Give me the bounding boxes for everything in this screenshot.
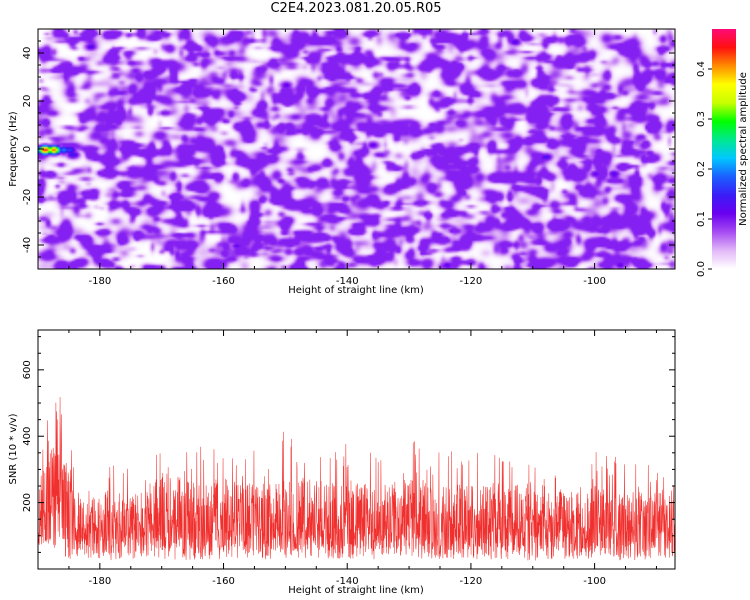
spectrogram-x-axis-label: Height of straight line (km) — [288, 285, 424, 296]
snr-x-axis-label: Height of straight line (km) — [288, 585, 424, 596]
spectrogram-y-axis-label: Frequency (Hz) — [8, 111, 19, 187]
snr-series-line — [38, 397, 675, 561]
x-tick-label: -160 — [212, 576, 235, 587]
colorbar-tick-label: 0.1 — [696, 211, 707, 227]
colorbar-gradient — [712, 29, 736, 269]
snr-y-axis-label: SNR (10 * v/v) — [8, 413, 19, 484]
y-tick-label: 20 — [22, 95, 33, 108]
y-tick-label: 400 — [22, 427, 33, 446]
x-tick-label: -120 — [460, 276, 483, 287]
x-tick-label: -180 — [88, 576, 111, 587]
spectrogram-panel: -180 -160 -140 -120 -100 -40 -20 0 20 40 Height o… — [8, 28, 676, 296]
colorbar-ticks: 0.0 0.1 0.2 0.3 0.4 — [696, 61, 712, 277]
colorbar-tick-label: 0.2 — [696, 161, 707, 177]
snr-ticks: -180 -160 -140 -120 -100 200 400 600 — [22, 330, 675, 587]
y-tick-label: 600 — [22, 360, 33, 379]
x-tick-label: -120 — [460, 576, 483, 587]
snr-panel: -180 -160 -140 -120 -100 200 400 600 Height of … — [8, 329, 676, 596]
spectrogram-ticks: -180 -160 -140 -120 -100 -40 -20 0 20 40 — [22, 28, 675, 287]
x-tick-label: -140 — [336, 576, 359, 587]
x-tick-label: -180 — [88, 276, 111, 287]
snr-frame — [37, 329, 676, 570]
x-tick-label: -160 — [212, 276, 235, 287]
colorbar-tick-label: 0.4 — [696, 61, 707, 77]
figure-title: C2E4.2023.081.20.05.R05 — [270, 1, 442, 16]
colorbar-tick-label: 0.0 — [696, 261, 707, 277]
x-tick-label: -100 — [583, 276, 606, 287]
x-tick-label: -140 — [336, 276, 359, 287]
colorbar-tick-label: 0.3 — [696, 111, 707, 127]
colorbar-label: Normalized spectral amplitude — [738, 72, 749, 226]
colorbar: 0.0 0.1 0.2 0.3 0.4 Normalized spectral ampl… — [696, 29, 749, 277]
y-tick-label: 40 — [22, 47, 33, 60]
spectrogram-heatmap — [38, 29, 675, 269]
y-tick-label: 0 — [22, 146, 33, 152]
y-tick-label: -40 — [22, 237, 33, 253]
y-tick-label: 200 — [22, 493, 33, 512]
y-tick-label: -20 — [22, 189, 33, 205]
x-tick-label: -100 — [583, 576, 606, 587]
